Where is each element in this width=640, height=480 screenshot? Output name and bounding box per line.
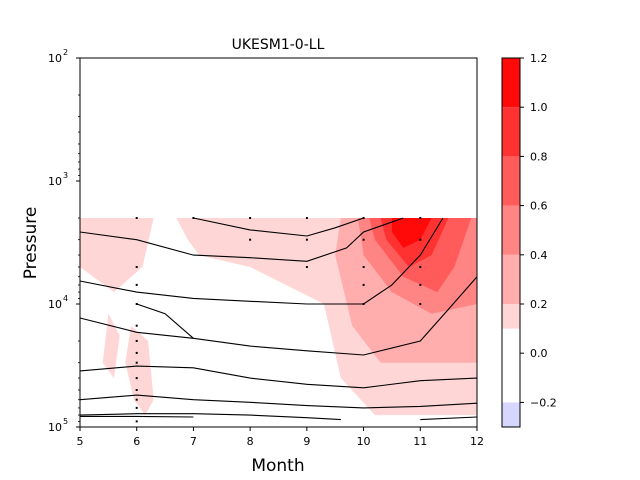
marker-point-8 [135,377,138,380]
colorbar-tick-label-3: 0.4 [530,249,548,262]
colorbar-tick-label-0: −0.2 [530,396,557,409]
contour-line-4 [79,365,478,389]
marker-point-15 [249,238,252,241]
marker-point-24 [419,217,422,219]
marker-point-7 [135,361,138,364]
colorbar: −0.2 0.0 0.2 0.4 0.6 0.8 1.0 1.2 [501,52,557,428]
colorbar-tick-label-4: 0.6 [530,200,548,213]
chart-title: UKESM1-0-LL [232,37,325,53]
y-tick-exponent-2: 4 [63,294,68,303]
colorbar-band-7 [502,58,520,108]
x-axis-label: Month [251,456,304,476]
y-tick-label-2: 10 [48,298,62,311]
colorbar-band-6 [502,107,520,157]
plot-frame [79,57,478,428]
marker-point-1 [135,266,138,268]
filled-region-8 [391,218,432,248]
contour-line-3 [79,276,478,356]
contour-lines [79,217,478,421]
colorbar-frame [501,57,521,428]
marker-point-4 [135,324,138,327]
marker-point-17 [305,238,308,241]
colorbar-tick-label-6: 1.0 [530,101,548,114]
marker-point-19 [362,217,365,219]
marker-point-5 [135,340,138,342]
colorbar-band-4 [502,205,520,255]
colorbar-tick-label-2: 0.2 [530,298,548,311]
y-tick-label-3: 10 [48,421,62,434]
y-axis-label: Pressure [21,207,41,280]
y-tick-exponent-3: 5 [63,417,68,426]
marker-point-12 [135,420,138,423]
marker-point-14 [249,217,252,219]
x-tick-label-6: 11 [413,435,427,448]
x-tick-label-0: 5 [77,435,84,448]
marker-point-28 [419,303,422,305]
marker-point-13 [192,217,195,219]
x-tick-label-4: 9 [303,435,310,448]
marker-point-2 [135,283,138,286]
marker-point-9 [135,389,138,391]
colorbar-tick-label-1: 0.0 [530,347,548,360]
level-markers [135,217,422,423]
filled-region-2 [102,313,120,379]
contour-line-1 [79,217,404,262]
marker-point-11 [135,406,138,409]
contour-line-7 [80,415,194,418]
colorbar-band-5 [502,156,520,206]
marker-point-16 [305,217,308,219]
filled-region-0 [80,218,154,293]
marker-point-23 [362,303,365,305]
marker-point-18 [305,266,308,268]
filled-contours [80,218,477,416]
marker-point-26 [419,266,422,268]
x-tick-label-5: 10 [357,435,371,448]
y-tick-label-0: 10 [48,52,62,65]
x-tick-label-1: 6 [133,435,140,448]
colorbar-tick-label-5: 0.8 [530,150,548,163]
contour-line-6 [79,413,341,421]
x-tick-label-7: 12 [470,435,484,448]
contour-line-2 [79,217,444,305]
marker-point-21 [362,266,365,268]
marker-point-10 [135,398,138,401]
colorbar-band-0 [502,402,520,427]
y-tick-label-1: 10 [48,175,62,188]
marker-point-0 [135,217,138,219]
colorbar-tick-label-7: 1.2 [530,52,548,65]
contour-line-9 [136,303,194,339]
colorbar-band-1 [502,328,520,403]
y-tick-exponent-1: 3 [63,171,68,180]
contour-line-5 [79,394,478,409]
contour-line-8 [420,416,478,421]
contour-line-0 [193,217,364,237]
marker-point-25 [419,238,422,241]
filled-region-3 [125,325,154,416]
y-tick-exponent-0: 2 [63,48,68,57]
marker-point-20 [362,238,365,241]
marker-point-22 [362,283,365,286]
marker-point-6 [135,351,138,354]
colorbar-band-2 [502,304,520,329]
marker-point-27 [419,283,422,286]
x-tick-label-2: 7 [190,435,197,448]
x-tick-label-3: 8 [247,435,254,448]
marker-point-3 [135,303,138,305]
colorbar-band-3 [502,254,520,304]
